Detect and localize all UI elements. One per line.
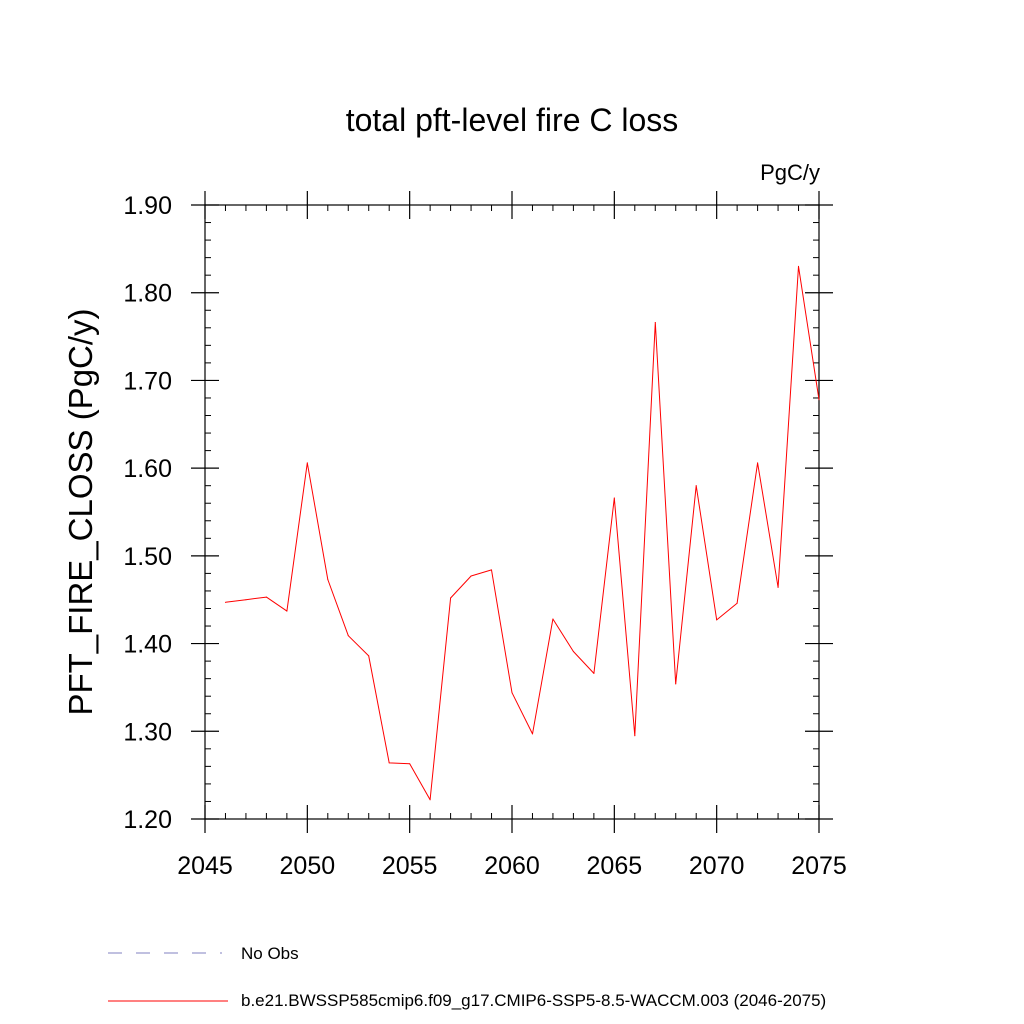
y-tick-label: 1.30 bbox=[123, 718, 172, 746]
data-point bbox=[552, 618, 554, 620]
data-point bbox=[347, 635, 349, 637]
data-point bbox=[593, 672, 595, 674]
x-tick-label: 2060 bbox=[484, 852, 540, 880]
x-tick-label: 2050 bbox=[280, 852, 336, 880]
data-point bbox=[675, 683, 677, 685]
data-point bbox=[286, 610, 288, 612]
data-point bbox=[695, 485, 697, 487]
data-point bbox=[388, 762, 390, 764]
data-point bbox=[470, 575, 472, 577]
series-line bbox=[225, 265, 820, 801]
data-point bbox=[245, 599, 247, 601]
units-label: PgC/y bbox=[760, 160, 820, 185]
legend: No Obs b.e21.BWSSP585cmip6.f09_g17.CMIP6… bbox=[108, 944, 826, 1010]
data-point bbox=[757, 462, 759, 464]
data-point bbox=[634, 735, 636, 737]
data-point bbox=[572, 650, 574, 652]
y-tick-label: 1.90 bbox=[123, 192, 172, 220]
y-tick-label: 1.20 bbox=[123, 806, 172, 834]
data-point bbox=[716, 619, 718, 621]
data-point bbox=[368, 655, 370, 657]
data-point bbox=[429, 799, 431, 801]
data-point bbox=[654, 322, 656, 324]
data-point bbox=[224, 601, 226, 603]
data-point bbox=[777, 586, 779, 588]
y-tick-labels: 1.20 1.30 1.40 1.50 1.60 1.70 1.80 1.90 bbox=[123, 192, 172, 834]
data-point bbox=[798, 265, 800, 267]
data-point bbox=[613, 497, 615, 499]
y-tick-label: 1.80 bbox=[123, 280, 172, 308]
y-tick-label: 1.70 bbox=[123, 367, 172, 395]
x-tick-label: 2075 bbox=[791, 852, 847, 880]
plot-frame bbox=[204, 204, 820, 820]
legend-label-model: b.e21.BWSSP585cmip6.f09_g17.CMIP6-SSP5-8… bbox=[241, 991, 826, 1010]
x-tick-label: 2045 bbox=[177, 852, 233, 880]
data-point bbox=[736, 602, 738, 604]
x-tick-labels: 2045 2050 2055 2060 2065 2070 2075 bbox=[177, 852, 847, 880]
y-axis-label: PFT_FIRE_CLOSS (PgC/y) bbox=[62, 308, 99, 715]
minor-ticks bbox=[205, 205, 819, 819]
data-point bbox=[327, 579, 329, 581]
data-point bbox=[531, 733, 533, 735]
x-tick-label: 2055 bbox=[382, 852, 438, 880]
data-point bbox=[450, 597, 452, 599]
chart-title: total pft-level fire C loss bbox=[346, 102, 679, 138]
y-tick-label: 1.40 bbox=[123, 631, 172, 659]
major-ticks bbox=[191, 191, 833, 833]
legend-label-no-obs: No Obs bbox=[241, 944, 299, 963]
x-tick-label: 2065 bbox=[587, 852, 643, 880]
data-point bbox=[511, 692, 513, 694]
data-point bbox=[306, 462, 308, 464]
y-tick-label: 1.50 bbox=[123, 543, 172, 571]
data-point bbox=[818, 399, 820, 401]
x-tick-label: 2070 bbox=[689, 852, 745, 880]
y-tick-label: 1.60 bbox=[123, 455, 172, 483]
data-point bbox=[491, 569, 493, 571]
data-point bbox=[265, 596, 267, 598]
data-point bbox=[409, 763, 411, 765]
series-layer bbox=[224, 265, 820, 801]
